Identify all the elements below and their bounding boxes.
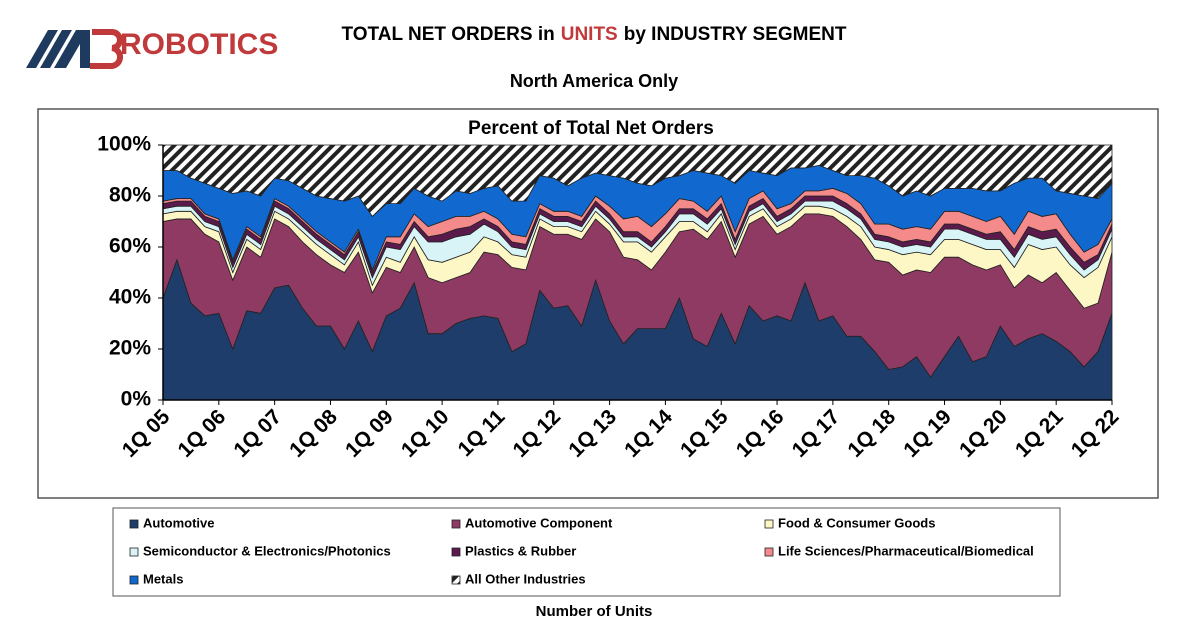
chart-subtitle: North America Only bbox=[510, 71, 678, 91]
legend-box bbox=[112, 507, 1061, 597]
legend-label: Metals bbox=[143, 571, 183, 586]
chart-frame bbox=[37, 108, 1159, 499]
x-tick-label: 1Q 10 bbox=[397, 405, 454, 462]
legend-swatch bbox=[451, 519, 461, 529]
y-tick-label: 40% bbox=[109, 286, 151, 309]
y-tick-label: 80% bbox=[109, 184, 151, 207]
legend-label: Food & Consumer Goods bbox=[778, 515, 935, 530]
logo-text: ROBOTICS bbox=[120, 28, 278, 61]
area bbox=[162, 144, 1113, 218]
logo: ROBOTICS bbox=[26, 28, 278, 70]
legend-swatch bbox=[129, 575, 139, 585]
x-tick-label: 1Q 14 bbox=[620, 405, 677, 462]
legend-swatch bbox=[451, 575, 461, 585]
legend-swatch bbox=[129, 519, 139, 529]
title-part: TOTAL NET ORDERS in bbox=[342, 24, 555, 45]
x-tick-label: 1Q 17 bbox=[788, 405, 845, 462]
x-tick-label: 1Q 21 bbox=[1011, 405, 1068, 462]
title-part: by INDUSTRY SEGMENT bbox=[624, 24, 847, 45]
y-tick-label: 100% bbox=[97, 133, 151, 156]
x-tick-label: 1Q 09 bbox=[341, 405, 398, 462]
x-tick-label: 1Q 15 bbox=[676, 405, 733, 462]
y-tick-label: 0% bbox=[121, 388, 152, 411]
x-tick-label: 1Q 06 bbox=[174, 405, 231, 462]
legend-swatch bbox=[764, 519, 774, 529]
x-tick-label: 1Q 13 bbox=[564, 405, 621, 462]
x-tick-label: 1Q 12 bbox=[508, 405, 565, 462]
legend-label: Automotive Component bbox=[465, 515, 613, 530]
legend-label: Automotive bbox=[143, 515, 215, 530]
x-tick-label: 1Q 08 bbox=[285, 405, 342, 462]
x-axis-label: Number of Units bbox=[536, 603, 653, 620]
x-tick-label: 1Q 19 bbox=[899, 405, 956, 462]
legend-swatch bbox=[764, 547, 774, 557]
x-tick-label: 1Q 05 bbox=[118, 405, 175, 462]
x-tick-label: 1Q 18 bbox=[843, 405, 900, 462]
legend-swatch bbox=[129, 547, 139, 557]
x-tick-label: 1Q 20 bbox=[955, 405, 1012, 462]
x-tick-label: 1Q 11 bbox=[453, 405, 509, 461]
legend-label: All Other Industries bbox=[465, 571, 586, 586]
title-highlight: UNITS bbox=[561, 24, 618, 45]
legend-label: Semiconductor & Electronics/Photonics bbox=[143, 543, 391, 558]
legend-swatch bbox=[451, 547, 461, 557]
y-tick-label: 60% bbox=[109, 235, 151, 258]
x-tick-label: 1Q 22 bbox=[1067, 405, 1124, 462]
legend-label: Plastics & Rubber bbox=[465, 543, 576, 558]
y-tick-label: 20% bbox=[109, 337, 151, 360]
plot-title: Percent of Total Net Orders bbox=[468, 118, 714, 139]
chart-title: TOTAL NET ORDERS in UNITS by INDUSTRY SEGM… bbox=[342, 24, 847, 45]
legend-label: Life Sciences/Pharmaceutical/Biomedical bbox=[778, 543, 1034, 558]
x-tick-label: 1Q 07 bbox=[229, 405, 286, 462]
x-tick-label: 1Q 16 bbox=[732, 405, 789, 462]
